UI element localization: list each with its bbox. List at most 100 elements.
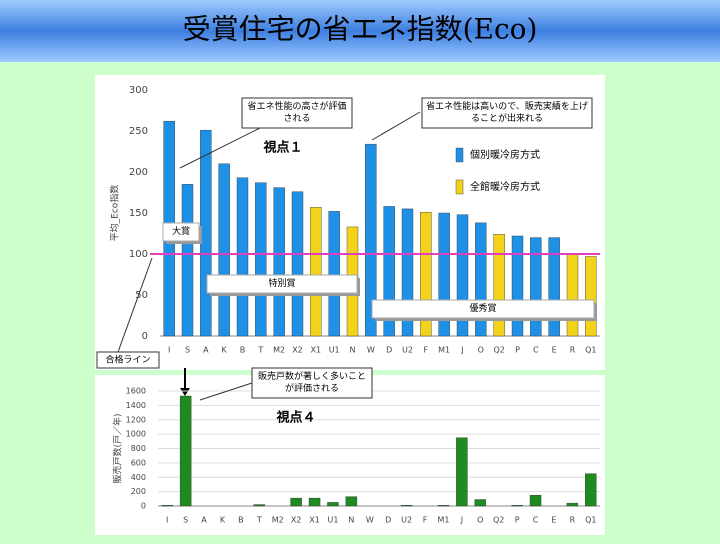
x-tick-label: T — [257, 346, 263, 355]
x-tick-label: U2 — [401, 516, 412, 525]
annotation-box — [251, 367, 373, 399]
bar — [161, 505, 173, 507]
x-tick-label: M2 — [273, 346, 285, 355]
bar — [511, 505, 523, 507]
x-tick-label: A — [203, 346, 209, 355]
callout-line — [179, 127, 261, 169]
y-tick-label: 1400 — [126, 401, 146, 410]
bar — [493, 234, 505, 337]
x-tick-label: U1 — [327, 516, 338, 525]
x-tick-label: W — [367, 346, 375, 355]
bar — [308, 497, 321, 507]
x-tick-label: X2 — [291, 516, 302, 525]
annotation-box — [206, 274, 358, 294]
y-tick-label: 300 — [129, 85, 148, 96]
y-tick-label: 600 — [131, 458, 146, 467]
x-tick-label: K — [222, 346, 228, 355]
legend-label: 全館暖冷房方式 — [470, 180, 540, 193]
x-tick-label: X2 — [292, 346, 303, 355]
x-tick-label: F — [423, 516, 428, 525]
annotation-box — [371, 299, 595, 319]
x-tick-label: B — [238, 516, 244, 525]
x-tick-label: E — [552, 346, 557, 355]
y-tick-label: 200 — [131, 487, 146, 496]
bar — [474, 499, 487, 507]
x-tick-label: Q1 — [585, 516, 596, 525]
legend-label: 個別暖冷房方式 — [470, 148, 540, 161]
reference-label: 合格ライン — [105, 354, 150, 366]
bar — [438, 212, 450, 337]
annotation-text: 省エネ性能の高さが評価される — [247, 102, 347, 124]
y-tick-label: 1200 — [126, 415, 146, 424]
bar — [456, 437, 468, 507]
annotation: 視点４ — [275, 410, 315, 426]
bar — [327, 502, 339, 507]
bar — [345, 496, 358, 507]
bar — [291, 191, 304, 337]
bar — [511, 235, 524, 337]
x-tick-label: U1 — [329, 346, 340, 355]
x-tick-label: W — [366, 516, 374, 525]
x-tick-label: J — [460, 346, 463, 355]
bar — [218, 163, 230, 337]
annotation-text: 特別賞 — [268, 279, 296, 289]
x-tick-label: U2 — [402, 346, 413, 355]
x-tick-label: S — [185, 346, 190, 355]
annotation-box — [241, 97, 353, 129]
annotation-text: 省エネ性能は高いので、販売実績を上げることが出来れる — [426, 102, 588, 124]
bar — [566, 502, 579, 507]
bar — [255, 182, 267, 337]
x-tick-label: J — [460, 516, 463, 525]
x-tick-label: R — [570, 346, 576, 355]
y-tick-label: 0 — [142, 331, 148, 342]
y-axis-label: 販売戸数(戸／年) — [112, 413, 124, 483]
bar — [383, 206, 395, 337]
bar — [236, 177, 249, 337]
x-tick-label: X1 — [309, 516, 320, 525]
annotation-text: 大賞 — [171, 227, 190, 237]
x-tick-label: B — [240, 346, 246, 355]
x-tick-label: N — [348, 516, 354, 525]
callout-line — [199, 382, 253, 401]
x-tick-label: O — [478, 346, 484, 355]
arrow — [117, 257, 153, 353]
x-tick-label: E — [551, 516, 556, 525]
x-tick-label: P — [515, 346, 520, 355]
bar — [420, 211, 432, 337]
x-tick-label: M2 — [272, 516, 284, 525]
y-tick-label: 1000 — [126, 430, 146, 439]
y-tick-label: 1600 — [126, 387, 146, 396]
x-tick-label: O — [477, 516, 483, 525]
annotation-text: 優秀賞 — [469, 304, 497, 314]
annotation-text: 販売戸数が著しく多いことが評価される — [257, 372, 366, 394]
x-tick-label: M1 — [437, 516, 449, 525]
legend-swatch — [455, 179, 464, 195]
bar — [365, 143, 377, 337]
y-tick-label: 100 — [129, 249, 148, 260]
bar — [401, 208, 414, 337]
y-axis-label: 平均_Eco指数 — [109, 185, 121, 242]
x-tick-label: S — [183, 516, 188, 525]
y-tick-label: 250 — [129, 126, 148, 137]
bar — [328, 211, 340, 337]
arrow-head — [180, 388, 190, 396]
y-tick-label: 150 — [129, 208, 148, 219]
bar — [585, 473, 597, 507]
bar — [475, 222, 487, 337]
x-tick-label: F — [424, 346, 429, 355]
annotation: 販売戸数が著しく多いことが評価される — [257, 372, 366, 394]
x-tick-label: C — [533, 516, 539, 525]
bar — [548, 237, 560, 337]
bar — [181, 184, 194, 337]
x-tick-label: X1 — [311, 346, 322, 355]
bar — [273, 187, 285, 337]
bar — [456, 214, 469, 337]
bar — [585, 256, 597, 337]
x-tick-label: K — [220, 516, 226, 525]
bar — [529, 495, 542, 507]
x-tick-label: P — [515, 516, 520, 525]
annotation-box — [162, 222, 200, 242]
reference-label-box — [96, 351, 160, 369]
